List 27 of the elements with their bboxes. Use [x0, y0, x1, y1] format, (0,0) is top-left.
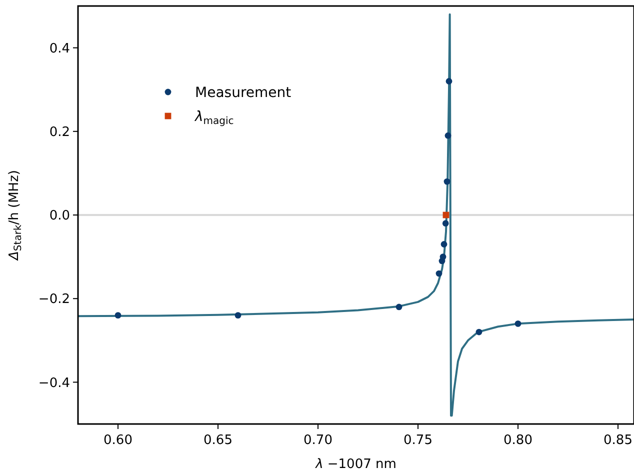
legend-label: Measurement: [195, 84, 292, 101]
legend-label: λ$_{magic}$: [194, 108, 234, 126]
x-tick-label: 0.65: [204, 433, 232, 448]
point: [440, 241, 448, 248]
x-tick-label: 0.85: [604, 433, 632, 448]
x-tick-label: 0.80: [504, 433, 532, 448]
point: [234, 312, 242, 319]
y-tick-label: 0.2: [49, 124, 70, 140]
x-tick-label: 0.60: [104, 433, 132, 448]
point: [396, 304, 402, 310]
y-tick-label: −0.4: [38, 376, 70, 391]
point: [444, 132, 452, 139]
x-axis-title: λ −1007 nm: [314, 457, 396, 472]
point: [442, 220, 449, 227]
point: [436, 270, 442, 277]
y-tick-label: 0.0: [49, 208, 70, 224]
line-series: [78, 13, 634, 417]
x-tick-label: 0.70: [304, 433, 332, 448]
point: [514, 320, 522, 327]
point: [446, 78, 452, 84]
x-tick-label: 0.75: [404, 433, 432, 448]
point: [440, 254, 446, 260]
y-tick-label: 0.4: [49, 41, 70, 56]
y-tick-label: −0.2: [38, 292, 70, 308]
point: [444, 178, 450, 185]
point: [114, 312, 122, 319]
point: [476, 328, 482, 336]
